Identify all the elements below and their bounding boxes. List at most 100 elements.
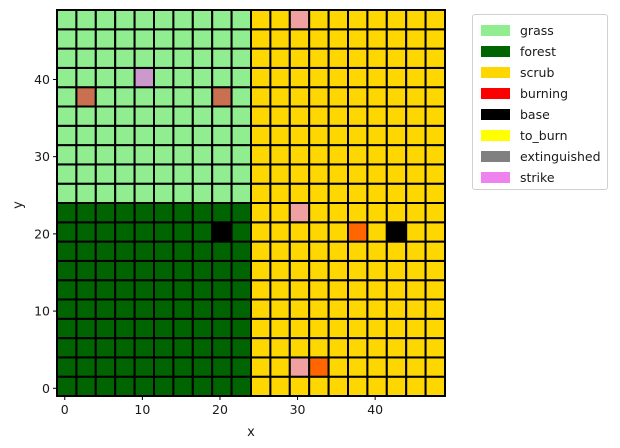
scrub-cell bbox=[250, 356, 272, 378]
scrub-cell bbox=[250, 28, 272, 50]
forest-cell bbox=[172, 317, 194, 340]
scrub-cell bbox=[347, 259, 369, 282]
scrub-cell bbox=[385, 47, 408, 69]
grass-cell bbox=[56, 86, 78, 108]
scrub-cell bbox=[327, 47, 350, 69]
grass-cell bbox=[191, 66, 214, 89]
legend: grass forest scrub burning base to_burn exting… bbox=[472, 14, 608, 190]
forest-cell bbox=[94, 221, 117, 243]
grass-cell bbox=[153, 144, 175, 166]
scrub-cell bbox=[424, 240, 447, 262]
scrub-cell bbox=[347, 28, 369, 50]
forest-cell bbox=[172, 279, 194, 301]
scrub-cell bbox=[424, 28, 447, 50]
grass-cell bbox=[153, 124, 175, 147]
scrub-cell bbox=[308, 47, 330, 69]
forest-cell bbox=[211, 337, 233, 359]
forest-cell bbox=[133, 240, 156, 262]
scrub-cell bbox=[250, 124, 272, 147]
scrub-cell bbox=[366, 375, 388, 398]
scrub-cell bbox=[269, 105, 291, 127]
scrub-cell bbox=[250, 375, 272, 398]
scrub-cell bbox=[385, 28, 408, 50]
scrub-cell bbox=[288, 337, 311, 359]
scrub-cell bbox=[347, 279, 369, 301]
forest-cell bbox=[94, 375, 117, 398]
grass-cell bbox=[191, 105, 214, 127]
scrub-cell bbox=[424, 375, 447, 398]
grass-cell bbox=[230, 105, 253, 127]
grass-cell bbox=[211, 124, 233, 147]
scrub-cell bbox=[308, 66, 330, 89]
scrub-cell bbox=[385, 86, 408, 108]
forest-cell bbox=[191, 221, 214, 243]
scrub-cell bbox=[288, 28, 311, 50]
grass-cell bbox=[230, 182, 253, 204]
forest-cell bbox=[191, 202, 214, 224]
forest-cell bbox=[172, 298, 194, 320]
scrub-cell bbox=[308, 240, 330, 262]
grass-cell bbox=[172, 86, 194, 108]
grass-cell bbox=[211, 182, 233, 204]
scrub-cell bbox=[347, 337, 369, 359]
scrub-cell bbox=[424, 182, 447, 204]
grass-cell bbox=[114, 105, 136, 127]
scrub-cell bbox=[385, 124, 408, 147]
scrub-cell bbox=[308, 337, 330, 359]
y-tick-label: 20 bbox=[34, 226, 50, 241]
grass-cell bbox=[230, 9, 253, 31]
forest-cell bbox=[153, 375, 175, 398]
forest-cell bbox=[94, 317, 117, 340]
forest-cell bbox=[211, 259, 233, 282]
scrub-cell bbox=[250, 105, 272, 127]
grass-cell bbox=[94, 28, 117, 50]
scrub-cell bbox=[327, 298, 350, 320]
scrub-cell bbox=[405, 28, 427, 50]
grass-cell bbox=[153, 9, 175, 31]
x-tick-label: 40 bbox=[367, 402, 383, 417]
marked-cell bbox=[288, 9, 311, 31]
scrub-cell bbox=[385, 9, 408, 31]
scrub-cell bbox=[424, 356, 447, 378]
scrub-cell bbox=[405, 317, 427, 340]
scrub-cell bbox=[366, 279, 388, 301]
scrub-cell bbox=[250, 298, 272, 320]
y-tick-label: 0 bbox=[42, 381, 50, 396]
grass-cell bbox=[94, 66, 117, 89]
scrub-cell bbox=[347, 356, 369, 378]
grass-cell bbox=[191, 9, 214, 31]
legend-swatch bbox=[481, 67, 510, 78]
scrub-cell bbox=[405, 66, 427, 89]
forest-cell bbox=[56, 221, 78, 243]
scrub-cell bbox=[308, 375, 330, 398]
forest-cell bbox=[114, 221, 136, 243]
scrub-cell bbox=[385, 259, 408, 282]
forest-cell bbox=[133, 337, 156, 359]
forest-cell bbox=[114, 279, 136, 301]
grass-cell bbox=[133, 182, 156, 204]
forest-cell bbox=[211, 375, 233, 398]
grass-cell bbox=[56, 105, 78, 127]
grass-cell bbox=[191, 144, 214, 166]
grass-cell bbox=[230, 163, 253, 185]
scrub-cell bbox=[308, 105, 330, 127]
scrub-cell bbox=[288, 66, 311, 89]
scrub-cell bbox=[385, 240, 408, 262]
forest-cell bbox=[75, 356, 97, 378]
grass-cell bbox=[211, 47, 233, 69]
legend-swatch bbox=[481, 46, 510, 57]
grass-cell bbox=[191, 182, 214, 204]
scrub-cell bbox=[405, 163, 427, 185]
scrub-cell bbox=[347, 298, 369, 320]
scrub-cell bbox=[250, 9, 272, 31]
grass-cell bbox=[56, 47, 78, 69]
forest-cell bbox=[114, 317, 136, 340]
scrub-cell bbox=[366, 182, 388, 204]
scrub-cell bbox=[424, 105, 447, 127]
x-tick-label: 10 bbox=[134, 402, 150, 417]
grass-cell bbox=[153, 182, 175, 204]
scrub-cell bbox=[385, 337, 408, 359]
scrub-cell bbox=[308, 28, 330, 50]
forest-cell bbox=[133, 317, 156, 340]
grass-cell bbox=[211, 66, 233, 89]
